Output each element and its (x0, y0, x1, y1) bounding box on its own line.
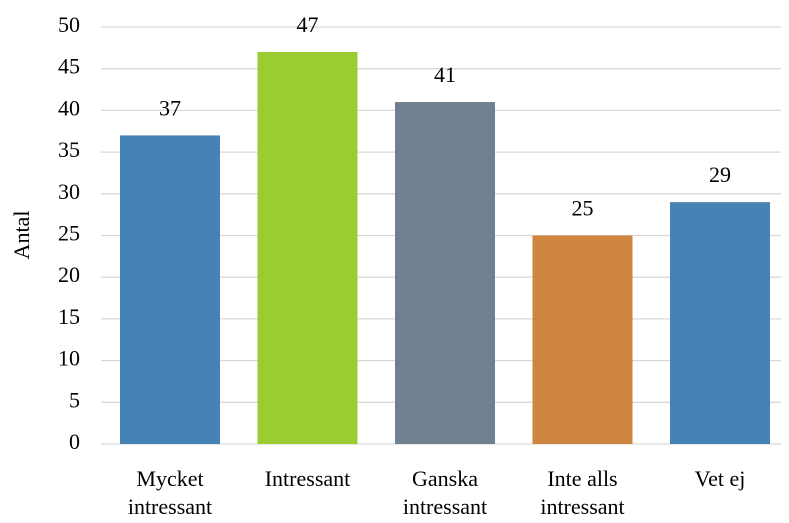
value-label: 37 (159, 95, 181, 120)
x-tick-label: Mycket (136, 466, 203, 491)
bar (670, 202, 770, 444)
x-tick-label: intressant (403, 494, 487, 519)
bar (532, 235, 633, 444)
x-tick-label: intressant (540, 494, 624, 519)
y-tick-label: 40 (58, 95, 80, 120)
y-tick-label: 35 (58, 137, 80, 162)
y-tick-label: 5 (69, 387, 80, 412)
y-tick-label: 20 (58, 262, 80, 287)
x-tick-label: Inte alls (547, 466, 617, 491)
y-tick-label: 30 (58, 179, 80, 204)
x-tick-label: Intressant (265, 466, 351, 491)
y-tick-label: 25 (58, 221, 80, 246)
value-label: 29 (709, 162, 731, 187)
x-tick-label: Ganska (412, 466, 478, 491)
x-tick-label: Vet ej (695, 466, 746, 491)
y-tick-label: 50 (58, 12, 80, 37)
y-tick-label: 0 (69, 429, 80, 454)
value-label: 41 (434, 62, 456, 87)
bar (257, 52, 358, 445)
x-tick-label: intressant (128, 494, 212, 519)
value-label: 47 (297, 12, 319, 37)
y-tick-label: 45 (58, 54, 80, 79)
y-tick-label: 10 (58, 346, 80, 371)
bar (395, 102, 495, 444)
bar (120, 135, 220, 445)
value-label: 25 (572, 196, 594, 221)
y-axis-label: Antal (9, 211, 34, 260)
y-tick-label: 15 (58, 304, 80, 329)
